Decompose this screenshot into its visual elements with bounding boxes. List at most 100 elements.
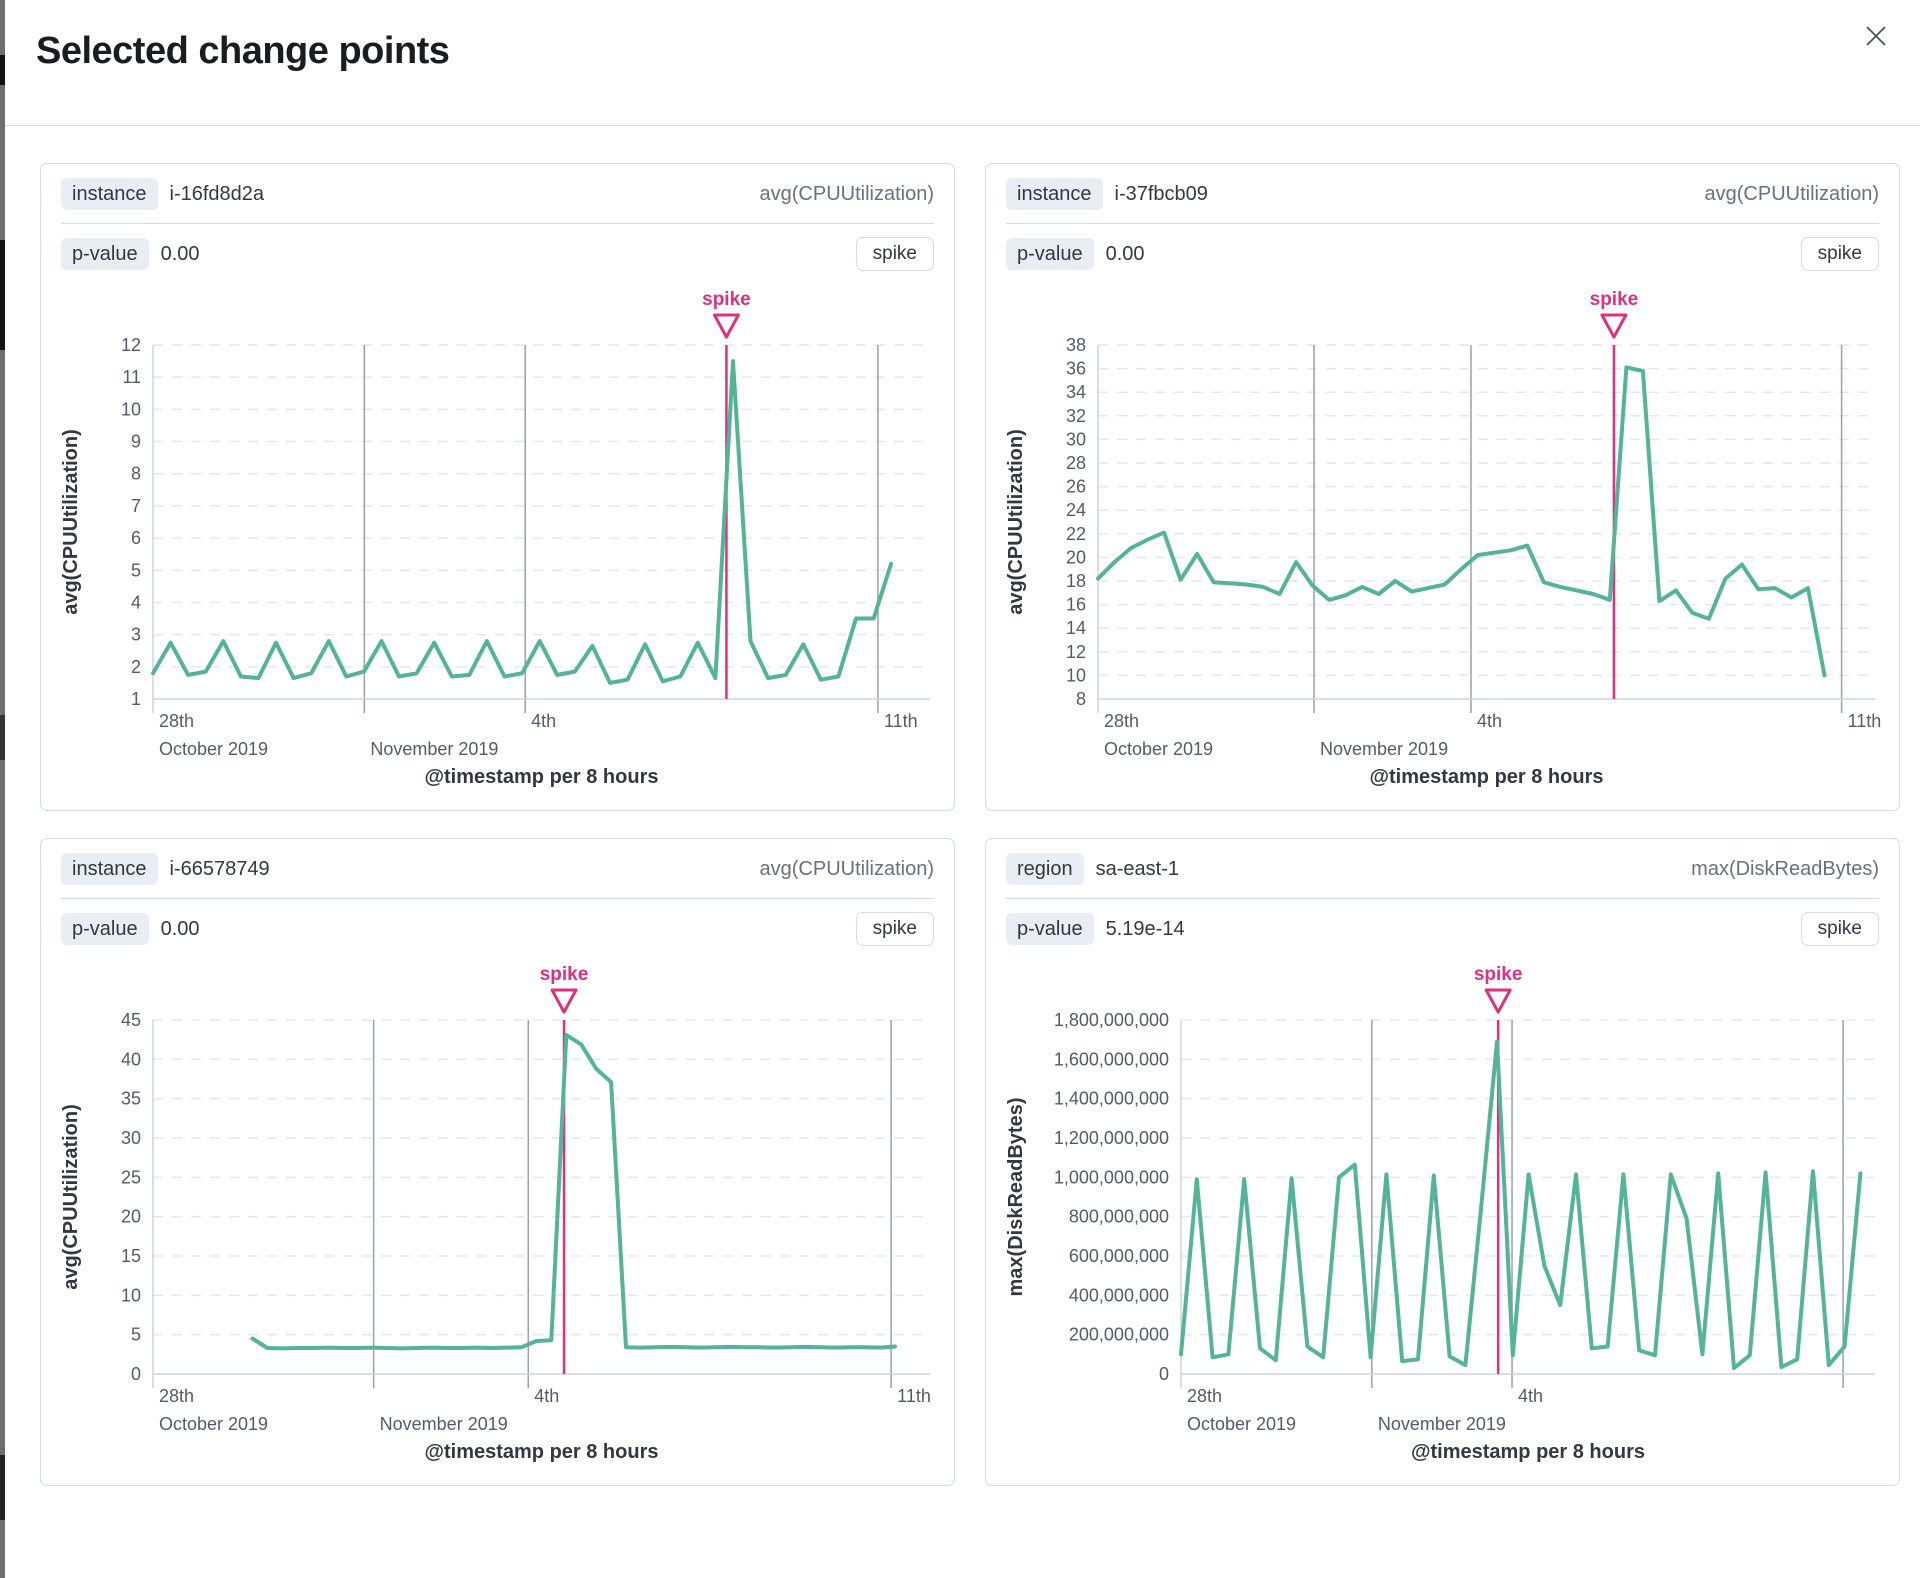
metric-label: avg(CPUUtilization) [1704,182,1880,205]
y-tick-label: 200,000,000 [1069,1325,1169,1345]
split-field-value: i-37fbcb09 [1114,182,1208,205]
spike-marker-icon [550,988,578,1014]
background-page-mark [0,715,5,760]
x-tick-label-secondary: October 2019 [159,739,268,759]
card-header: instance i-66578749 avg(CPUUtilization) [61,853,934,899]
y-tick-label: 10 [1066,665,1086,685]
change-point-card: instance i-37fbcb09 avg(CPUUtilization) … [985,163,1900,811]
metric-label: avg(CPUUtilization) [759,182,935,205]
split-field-badge: instance [1006,178,1103,210]
p-value-row: p-value 5.19e-14 spike [1006,912,1879,946]
x-tick-label-secondary: November 2019 [370,739,498,759]
spike-marker-icon [1600,313,1628,339]
y-tick-label: 600,000,000 [1069,1246,1169,1266]
chart-area: 0 200,000,000 400,000,000 600,000,000 800,00… [1005,956,1879,1473]
x-tick-label-secondary: October 2019 [1187,1414,1296,1434]
card-header: region sa-east-1 max(DiskReadBytes) [1006,853,1879,899]
y-tick-label: 400,000,000 [1069,1285,1169,1305]
y-tick-label: 24 [1066,500,1086,520]
card-header: instance i-37fbcb09 avg(CPUUtilization) [1006,178,1879,224]
y-tick-label: 8 [131,464,141,484]
y-tick-label: 22 [1066,524,1086,544]
p-value-row: p-value 0.00 spike [61,237,934,271]
change-point-card: region sa-east-1 max(DiskReadBytes) p-va… [985,838,1900,1486]
y-tick-label: 1 [131,689,141,709]
y-tick-label: 20 [1066,547,1086,567]
y-tick-label: 40 [121,1049,141,1069]
spike-annotation-label: spike [702,289,751,310]
y-tick-label: 18 [1066,571,1086,591]
split-field-badge: instance [61,853,158,885]
p-value-badge: p-value [61,913,149,945]
close-icon[interactable] [1858,18,1894,54]
modal-header: Selected change points [5,0,1920,126]
background-page-edge [0,0,5,1578]
x-axis-title: @timestamp per 8 hours [424,766,658,788]
y-axis-title: avg(CPUUtilization) [61,429,82,615]
split-field-badge: region [1006,853,1084,885]
spike-annotation-label: spike [1474,964,1523,985]
y-axis-title: avg(CPUUtilization) [61,1104,82,1290]
change-type-badge: spike [1800,237,1879,271]
change-point-cards: instance i-16fd8d2a avg(CPUUtilization) … [40,163,1900,1486]
series-line [250,1032,897,1351]
y-tick-label: 1,000,000,000 [1054,1167,1169,1187]
series-line [1096,365,1827,678]
change-point-chart: 0 5 10 15 20 25 30 35 40 45 28th October 2019 Novemb… [60,964,931,1463]
spike-marker-icon [1484,988,1512,1014]
y-tick-label: 5 [131,1325,141,1345]
x-tick-label: 4th [1477,711,1502,731]
x-tick-label: 11th [897,1386,931,1406]
y-tick-label: 12 [1066,642,1086,662]
y-tick-label: 0 [1159,1364,1169,1384]
y-tick-label: 800,000,000 [1069,1207,1169,1227]
x-tick-label: 11th [884,711,918,731]
y-tick-label: 25 [121,1167,141,1187]
metric-label: max(DiskReadBytes) [1691,857,1879,880]
y-tick-label: 8 [1076,689,1086,709]
background-page-mark [0,240,5,350]
x-tick-label: 28th [159,1386,194,1406]
y-tick-label: 6 [131,528,141,548]
p-value-badge: p-value [61,238,149,270]
change-type-badge: spike [855,912,934,946]
metric-label: avg(CPUUtilization) [759,857,935,880]
y-tick-label: 10 [121,399,141,419]
y-tick-label: 26 [1066,477,1086,497]
series-line [1179,1039,1863,1371]
y-tick-label: 30 [121,1128,141,1148]
background-page-mark [0,1455,5,1520]
y-tick-label: 5 [131,560,141,580]
p-value-row: p-value 0.00 spike [61,912,934,946]
background-page-mark [0,55,5,85]
x-tick-label: 28th [1104,711,1139,731]
y-tick-label: 45 [121,1010,141,1030]
y-tick-label: 14 [1066,618,1086,638]
y-tick-label: 35 [121,1089,141,1109]
series-line [151,359,894,685]
x-tick-label: 4th [1518,1386,1543,1406]
split-field-value: sa-east-1 [1095,857,1179,880]
p-value-badge: p-value [1006,913,1094,945]
y-tick-label: 1,400,000,000 [1054,1089,1169,1109]
chart-area: 0 5 10 15 20 25 30 35 40 45 28th October 2019 Novemb… [60,956,934,1473]
y-tick-label: 0 [131,1364,141,1384]
y-tick-label: 38 [1066,335,1086,355]
y-tick-label: 15 [121,1246,141,1266]
y-tick-label: 1,600,000,000 [1054,1049,1169,1069]
x-tick-label: 4th [534,1386,559,1406]
y-tick-label: 36 [1066,359,1086,379]
x-axis-title: @timestamp per 8 hours [424,1441,658,1463]
change-points-modal: Selected change points instance i-16fd8d… [5,0,1920,1578]
y-tick-label: 2 [131,657,141,677]
split-field-value: i-16fd8d2a [169,182,265,205]
spike-annotation-label: spike [540,964,589,985]
card-header: instance i-16fd8d2a avg(CPUUtilization) [61,178,934,224]
chart-area: 1 2 3 4 5 6 7 8 9 10 11 12 28th October 2019 November … [60,281,934,798]
y-tick-label: 10 [121,1285,141,1305]
y-tick-label: 34 [1066,382,1086,402]
p-value-number: 5.19e-14 [1105,917,1185,940]
split-field-badge: instance [61,178,158,210]
p-value-number: 0.00 [160,917,200,940]
